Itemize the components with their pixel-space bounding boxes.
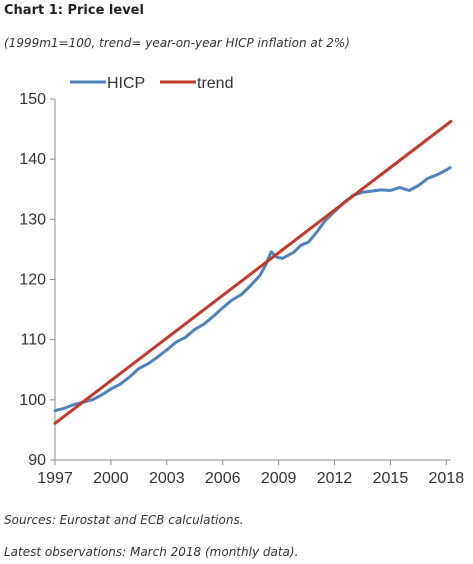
y-tick-label: 90 bbox=[28, 452, 46, 469]
x-tick-label: 2000 bbox=[93, 470, 129, 487]
series-line-hicp bbox=[53, 166, 452, 413]
x-tick-label: 2015 bbox=[373, 470, 409, 487]
x-tick-label: 2012 bbox=[317, 470, 353, 487]
chart-subtitle: (1999m1=100, trend= year-on-year HICP in… bbox=[4, 36, 350, 50]
y-tick-label: 120 bbox=[19, 272, 46, 289]
chart-title: Chart 1: Price level bbox=[4, 3, 144, 18]
y-tick-label: 130 bbox=[19, 211, 46, 228]
latest-observations-note: Latest observations: March 2018 (monthly… bbox=[4, 545, 299, 559]
y-tick-label: 110 bbox=[20, 332, 46, 349]
y-tick-label: 150 bbox=[19, 91, 46, 108]
x-tick-label: 2003 bbox=[149, 470, 185, 487]
price-level-chart: 90 100 110 120 130 140 150 1997 2000 2003 2006 2009… bbox=[19, 75, 465, 487]
y-tick-label: 100 bbox=[19, 392, 46, 409]
x-tick-label: 2009 bbox=[261, 470, 297, 487]
sources-note: Sources: Eurostat and ECB calculations. bbox=[4, 513, 244, 527]
x-tick-label: 2018 bbox=[429, 470, 465, 487]
legend-label-trend: trend bbox=[197, 75, 233, 92]
legend-label-hicp: HICP bbox=[107, 75, 145, 92]
y-tick-label: 140 bbox=[19, 151, 46, 168]
x-tick-label: 1997 bbox=[37, 470, 73, 487]
series-line-trend bbox=[53, 119, 453, 425]
x-tick-label: 2006 bbox=[205, 470, 241, 487]
